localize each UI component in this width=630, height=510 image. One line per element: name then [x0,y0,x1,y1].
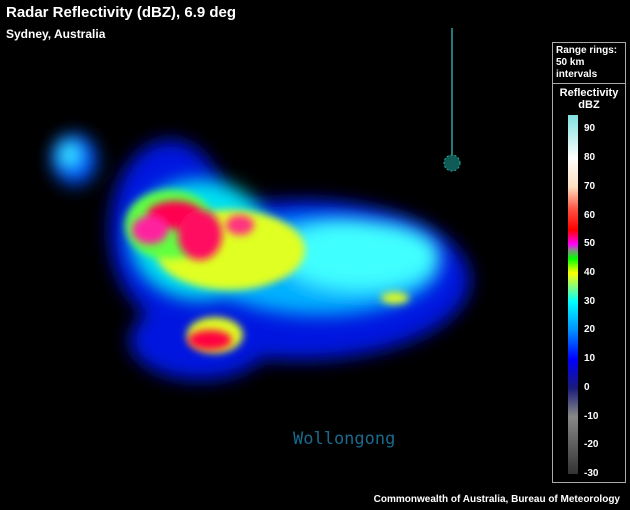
scale-tick-label: 30 [584,295,596,307]
page-title: Radar Reflectivity (dBZ), 6.9 deg [6,4,237,21]
echo-red [132,201,254,350]
scale-title: Reflectivity dBZ [559,87,619,111]
location-label: Sydney, Australia [6,27,106,41]
scale-tick-label: 10 [584,353,596,365]
radar-site-icon [443,154,461,172]
scale-tick-label: 80 [584,152,596,164]
credit-text: Commonwealth of Australia, Bureau of Met… [373,494,620,505]
scale-tick-label: 70 [584,180,596,192]
scale-tick-label: 0 [584,381,590,393]
legend: Range rings: 50 km intervals Reflectivit… [552,42,626,483]
scale-tick-label: 20 [584,324,596,336]
scale-tick-label: 50 [584,238,596,250]
scale-tick-label: -20 [584,439,599,451]
scale-tick-label: 40 [584,266,596,278]
scale-tick-label: -10 [584,410,599,422]
scale-tick-label: 90 [584,123,596,135]
scale-tick-label: -30 [584,468,599,479]
range-rings-note: Range rings: 50 km intervals [553,43,625,84]
color-scale-bar [568,115,578,474]
place-label-wollongong: Wollongong [293,429,396,449]
color-scale: 90 80 70 60 50 40 30 20 10 0 -10 -20 -30 [553,115,625,479]
scale-tick-label: 60 [584,209,596,221]
